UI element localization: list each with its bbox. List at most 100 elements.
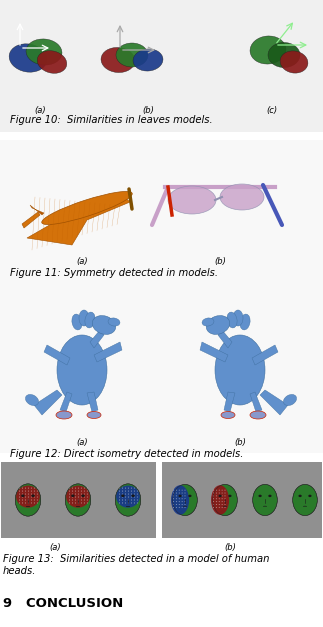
- Ellipse shape: [22, 493, 23, 495]
- Ellipse shape: [131, 495, 135, 497]
- Ellipse shape: [122, 502, 123, 503]
- Bar: [0, 140, 323, 288]
- Bar: [162, 462, 322, 538]
- Ellipse shape: [71, 495, 75, 497]
- Bar: [0, 0, 323, 132]
- Ellipse shape: [78, 497, 79, 498]
- Text: (c): (c): [266, 106, 277, 115]
- Ellipse shape: [179, 490, 180, 491]
- Ellipse shape: [15, 484, 41, 516]
- Ellipse shape: [216, 498, 217, 499]
- Polygon shape: [250, 392, 262, 412]
- Ellipse shape: [28, 490, 29, 492]
- Ellipse shape: [31, 493, 32, 495]
- Ellipse shape: [37, 502, 38, 503]
- Ellipse shape: [173, 501, 174, 502]
- Ellipse shape: [176, 490, 177, 491]
- Ellipse shape: [176, 504, 177, 505]
- Ellipse shape: [19, 497, 20, 498]
- Ellipse shape: [131, 493, 132, 495]
- Ellipse shape: [222, 490, 223, 491]
- Ellipse shape: [125, 502, 126, 503]
- Polygon shape: [60, 392, 72, 412]
- Ellipse shape: [222, 495, 223, 497]
- Ellipse shape: [87, 493, 88, 495]
- Text: (b): (b): [224, 543, 236, 552]
- Ellipse shape: [216, 504, 217, 505]
- Ellipse shape: [57, 335, 107, 405]
- Ellipse shape: [125, 497, 126, 498]
- Ellipse shape: [202, 318, 214, 326]
- Ellipse shape: [258, 495, 262, 497]
- Ellipse shape: [173, 490, 174, 491]
- Text: (b): (b): [234, 438, 246, 447]
- Polygon shape: [252, 345, 278, 365]
- Ellipse shape: [108, 318, 120, 326]
- Ellipse shape: [81, 493, 82, 495]
- Ellipse shape: [219, 495, 220, 497]
- Ellipse shape: [134, 497, 135, 498]
- Ellipse shape: [134, 502, 135, 503]
- Ellipse shape: [69, 490, 70, 492]
- Ellipse shape: [34, 490, 35, 492]
- Ellipse shape: [173, 495, 174, 497]
- Ellipse shape: [85, 312, 95, 328]
- Ellipse shape: [128, 497, 129, 498]
- Ellipse shape: [19, 502, 20, 503]
- Ellipse shape: [218, 495, 222, 497]
- Ellipse shape: [69, 493, 70, 495]
- Ellipse shape: [280, 51, 308, 73]
- Ellipse shape: [25, 502, 26, 503]
- Ellipse shape: [131, 497, 132, 498]
- Text: 9   CONCLUSION: 9 CONCLUSION: [3, 597, 123, 610]
- Ellipse shape: [72, 490, 73, 492]
- Ellipse shape: [213, 504, 214, 505]
- Ellipse shape: [284, 394, 297, 406]
- Ellipse shape: [128, 490, 129, 492]
- Bar: [0, 288, 323, 453]
- Ellipse shape: [219, 507, 220, 508]
- Ellipse shape: [184, 495, 185, 497]
- Ellipse shape: [227, 312, 237, 328]
- Ellipse shape: [34, 502, 35, 503]
- Text: (b): (b): [214, 257, 226, 266]
- Ellipse shape: [298, 495, 302, 497]
- Polygon shape: [27, 195, 130, 245]
- Polygon shape: [22, 212, 40, 228]
- Ellipse shape: [78, 490, 79, 492]
- Ellipse shape: [72, 502, 73, 503]
- Ellipse shape: [131, 490, 132, 492]
- Ellipse shape: [31, 495, 35, 497]
- Ellipse shape: [171, 485, 189, 515]
- Ellipse shape: [222, 498, 223, 499]
- Ellipse shape: [115, 484, 141, 516]
- Ellipse shape: [72, 497, 73, 498]
- Ellipse shape: [34, 497, 35, 498]
- Ellipse shape: [128, 502, 129, 503]
- Ellipse shape: [87, 411, 101, 418]
- Ellipse shape: [219, 498, 220, 499]
- Text: Figure 13:  Similarities detected in a model of human
heads.: Figure 13: Similarities detected in a mo…: [3, 554, 269, 576]
- Ellipse shape: [25, 490, 26, 492]
- Ellipse shape: [178, 495, 182, 497]
- Text: (b): (b): [142, 106, 154, 115]
- Ellipse shape: [66, 485, 90, 508]
- Ellipse shape: [75, 502, 76, 503]
- Ellipse shape: [92, 315, 116, 334]
- Ellipse shape: [211, 485, 229, 515]
- Ellipse shape: [222, 501, 223, 502]
- Ellipse shape: [134, 493, 135, 495]
- Ellipse shape: [179, 507, 180, 508]
- Polygon shape: [260, 390, 288, 415]
- Ellipse shape: [31, 490, 32, 492]
- Ellipse shape: [137, 493, 138, 495]
- Ellipse shape: [37, 497, 38, 498]
- Ellipse shape: [78, 493, 79, 495]
- Ellipse shape: [34, 493, 35, 495]
- Ellipse shape: [101, 48, 135, 73]
- Ellipse shape: [69, 502, 70, 503]
- Ellipse shape: [75, 490, 76, 492]
- Ellipse shape: [224, 490, 225, 491]
- Ellipse shape: [173, 507, 174, 508]
- Ellipse shape: [56, 411, 72, 419]
